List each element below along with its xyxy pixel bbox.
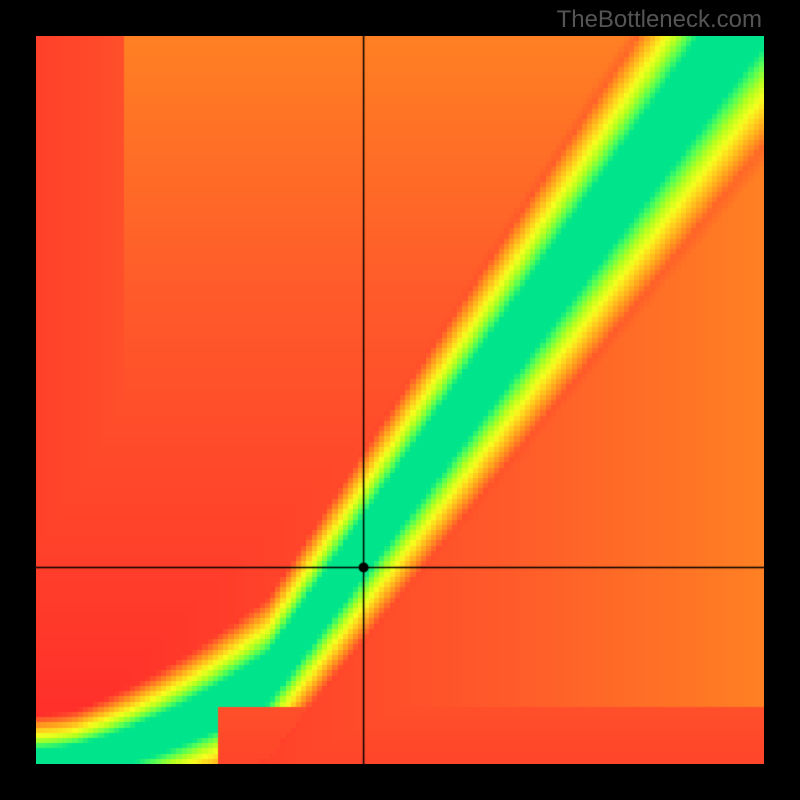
- bottleneck-heatmap: [36, 36, 764, 764]
- watermark-text: TheBottleneck.com: [557, 6, 762, 34]
